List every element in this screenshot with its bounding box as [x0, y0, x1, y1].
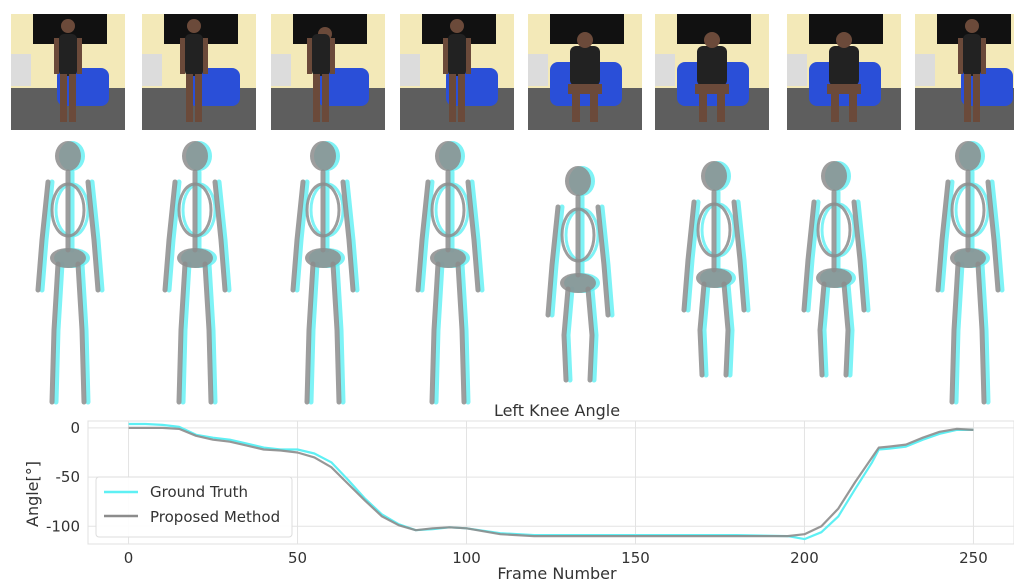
skeleton-figure-4: [415, 141, 485, 405]
knee-angle-chart: 0 50 100 150 200 250 0 -50 -100 Left Knee Angle …: [0, 395, 1014, 583]
skeleton-figure-7: [801, 161, 871, 378]
skeleton-figure-5: [545, 166, 615, 383]
x-axis-label: Frame Number: [497, 564, 617, 581]
photo-strip: [0, 0, 1014, 135]
frame-photo-5: [528, 14, 642, 130]
frame-photo-1: [11, 14, 125, 130]
frame-photo-4: [400, 14, 514, 130]
legend: Ground Truth Proposed Method: [95, 476, 293, 538]
x-tick-label: 250: [959, 549, 988, 567]
chart-title: Left Knee Angle: [494, 401, 620, 420]
y-tick-label: -50: [56, 468, 81, 486]
skeleton-figure-2: [162, 141, 232, 405]
legend-label-proposed: Proposed Method: [150, 508, 280, 526]
frame-photo-8: [915, 14, 1014, 130]
frame-photo-3: [271, 14, 385, 130]
frame-photo-2: [142, 14, 256, 130]
x-tick-label: 0: [124, 549, 134, 567]
x-tick-label: 100: [452, 549, 481, 567]
skeleton-figure-1: [35, 141, 105, 405]
y-axis-label: Angle[°]: [23, 461, 42, 527]
x-tick-label: 150: [621, 549, 650, 567]
y-tick-label: 0: [70, 419, 80, 437]
frame-photo-7: [787, 14, 901, 130]
x-tick-label: 200: [790, 549, 819, 567]
series-lines: [128, 422, 974, 541]
skeleton-figure-8: [935, 141, 1005, 405]
series-line-2: [128, 426, 974, 538]
x-tick-label: 50: [288, 549, 307, 567]
tick-labels: 0 50 100 150 200 250 0 -50 -100: [46, 419, 988, 567]
skeleton-strip: [0, 135, 1014, 415]
y-tick-label: -100: [46, 517, 80, 535]
skeleton-figure-6: [681, 161, 751, 378]
legend-label-ground-truth: Ground Truth: [150, 483, 248, 501]
frame-photo-6: [655, 14, 769, 130]
skeleton-figure-3: [290, 141, 360, 405]
